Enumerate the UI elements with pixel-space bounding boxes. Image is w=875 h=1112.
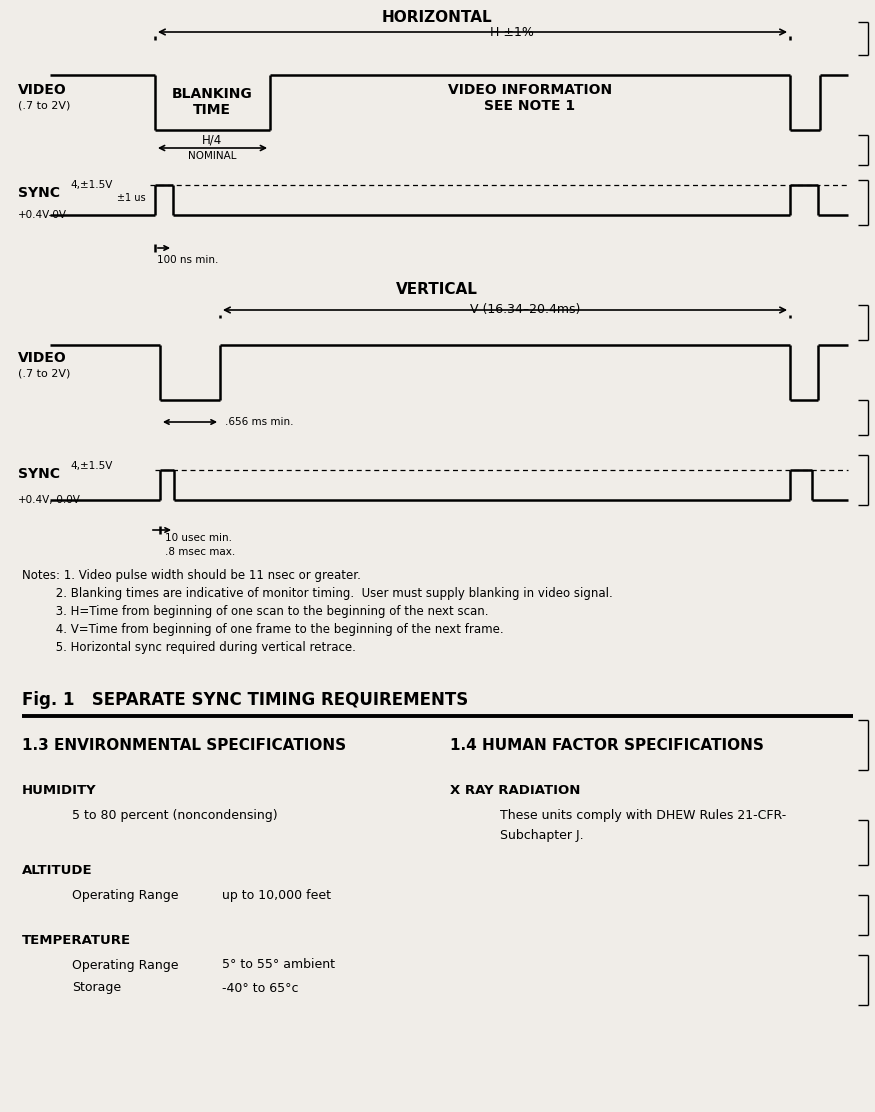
Text: ALTITUDE: ALTITUDE xyxy=(22,864,93,876)
Text: (.7 to 2V): (.7 to 2V) xyxy=(18,369,70,379)
Text: up to 10,000 feet: up to 10,000 feet xyxy=(222,888,331,902)
Text: 5° to 55° ambient: 5° to 55° ambient xyxy=(222,959,335,972)
Text: VERTICAL: VERTICAL xyxy=(396,282,478,298)
Text: .8 msec max.: .8 msec max. xyxy=(165,547,235,557)
Text: Storage: Storage xyxy=(72,982,121,994)
Text: 5. Horizontal sync required during vertical retrace.: 5. Horizontal sync required during verti… xyxy=(22,641,356,654)
Text: H ±1%: H ±1% xyxy=(490,26,534,39)
Text: 4,±1.5V: 4,±1.5V xyxy=(70,461,112,471)
Text: VIDEO INFORMATION
SEE NOTE 1: VIDEO INFORMATION SEE NOTE 1 xyxy=(448,83,612,113)
Text: VIDEO: VIDEO xyxy=(18,351,66,365)
Text: +0.4V,-0.0V: +0.4V,-0.0V xyxy=(18,495,80,505)
Text: Operating Range: Operating Range xyxy=(72,888,178,902)
Text: TEMPERATURE: TEMPERATURE xyxy=(22,933,131,946)
Text: 100 ns min.: 100 ns min. xyxy=(157,255,219,265)
Text: VIDEO: VIDEO xyxy=(18,83,66,97)
Text: BLANKING
TIME: BLANKING TIME xyxy=(172,87,252,117)
Text: ±1 us: ±1 us xyxy=(117,193,145,203)
Text: (.7 to 2V): (.7 to 2V) xyxy=(18,101,70,111)
Text: 3. H=Time from beginning of one scan to the beginning of the next scan.: 3. H=Time from beginning of one scan to … xyxy=(22,605,488,617)
Text: 1.3 ENVIRONMENTAL SPECIFICATIONS: 1.3 ENVIRONMENTAL SPECIFICATIONS xyxy=(22,737,346,753)
Text: Operating Range: Operating Range xyxy=(72,959,178,972)
Text: .656 ms min.: .656 ms min. xyxy=(225,417,293,427)
Text: 4. V=Time from beginning of one frame to the beginning of the next frame.: 4. V=Time from beginning of one frame to… xyxy=(22,623,504,635)
Text: HUMIDITY: HUMIDITY xyxy=(22,784,96,796)
Text: 4,±1.5V: 4,±1.5V xyxy=(70,180,112,190)
Text: HORIZONTAL: HORIZONTAL xyxy=(382,10,493,26)
Text: 5 to 80 percent (noncondensing): 5 to 80 percent (noncondensing) xyxy=(72,808,277,822)
Text: V (16.34–20.4ms): V (16.34–20.4ms) xyxy=(470,304,580,317)
Text: These units comply with DHEW Rules 21-CFR-: These units comply with DHEW Rules 21-CF… xyxy=(500,808,787,822)
Text: NOMINAL: NOMINAL xyxy=(188,151,236,161)
Text: Notes: 1. Video pulse width should be 11 nsec or greater.: Notes: 1. Video pulse width should be 11… xyxy=(22,568,360,582)
Text: 1.4 HUMAN FACTOR SPECIFICATIONS: 1.4 HUMAN FACTOR SPECIFICATIONS xyxy=(450,737,764,753)
Text: -40° to 65°c: -40° to 65°c xyxy=(222,982,298,994)
Text: Fig. 1   SEPARATE SYNC TIMING REQUIREMENTS: Fig. 1 SEPARATE SYNC TIMING REQUIREMENTS xyxy=(22,691,468,709)
Text: 2. Blanking times are indicative of monitor timing.  User must supply blanking i: 2. Blanking times are indicative of moni… xyxy=(22,586,612,599)
Text: H/4: H/4 xyxy=(202,133,222,147)
Text: SYNC: SYNC xyxy=(18,186,60,200)
Text: Subchapter J.: Subchapter J. xyxy=(500,828,584,842)
Text: 10 usec min.: 10 usec min. xyxy=(165,533,232,543)
Text: X RAY RADIATION: X RAY RADIATION xyxy=(450,784,580,796)
Text: SYNC: SYNC xyxy=(18,467,60,481)
Text: +0.4V-0V: +0.4V-0V xyxy=(18,210,67,220)
